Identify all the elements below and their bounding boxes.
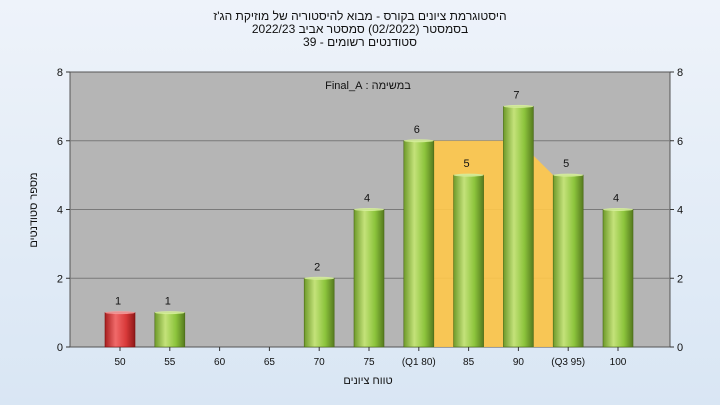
x-tick-label: (Q1 80) xyxy=(402,357,436,368)
y-tick-label-left: 2 xyxy=(57,273,63,285)
bar-top-cap xyxy=(304,276,335,280)
bar xyxy=(403,140,435,348)
bars-layer xyxy=(104,104,634,348)
x-tick-label: 85 xyxy=(463,357,475,368)
y-tick-label-right: 0 xyxy=(677,342,683,354)
x-tick-label: 60 xyxy=(214,357,226,368)
bar-top-cap xyxy=(154,311,185,315)
chart-title: היסטוגרמת ציונים בקורס - מבוא להיסטוריה … xyxy=(213,9,507,23)
bar-top-cap xyxy=(354,208,384,211)
x-axis-label: טווח ציונים xyxy=(343,375,392,387)
bar xyxy=(552,174,584,348)
value-labels-layer: 1 1 2 4 6 5 7 5 4 xyxy=(115,89,619,307)
bar-value-label: 4 xyxy=(364,193,370,205)
bar-value-label: 2 xyxy=(314,261,320,273)
bar-top-cap xyxy=(603,208,633,211)
bar-value-label: 5 xyxy=(464,158,470,170)
y-tick-label-left: 6 xyxy=(57,136,63,148)
bar-top-cap xyxy=(453,173,484,177)
assignment-annotation: במשימה : Final_A xyxy=(325,80,411,92)
bar-value-label: 1 xyxy=(115,296,121,308)
x-tick-label: 55 xyxy=(164,357,176,368)
x-tick-label: 100 xyxy=(610,357,627,368)
bar-top-cap xyxy=(553,173,584,177)
x-tick-label: 75 xyxy=(363,357,375,368)
bar-value-label: 1 xyxy=(165,296,171,308)
y-tick-label-left: 0 xyxy=(57,342,63,354)
ticks-layer: 0 02 24 46 68 850 55 60 65 70 75 (Q1 80) 85 90 (Q3 95)… xyxy=(57,67,683,368)
bar-top-cap xyxy=(403,139,434,143)
bar xyxy=(104,312,136,348)
bar-value-label: 5 xyxy=(563,158,569,170)
chart-enrollment-line: סטודנטים רשומים - 39 xyxy=(303,35,417,49)
y-tick-label-right: 8 xyxy=(677,67,683,79)
bar-value-label: 4 xyxy=(613,193,619,205)
y-axis-label: מספר סטודנטים xyxy=(28,172,40,247)
x-tick-label: 90 xyxy=(513,357,525,368)
y-tick-label-right: 2 xyxy=(677,273,683,285)
x-tick-label: 70 xyxy=(314,357,326,368)
y-tick-label-left: 4 xyxy=(57,205,63,217)
bar-top-cap xyxy=(503,104,534,108)
y-tick-label-right: 4 xyxy=(677,205,683,217)
bar xyxy=(602,209,634,348)
x-tick-label: 65 xyxy=(264,357,276,368)
iqr-band xyxy=(433,140,554,347)
iqr-band-layer xyxy=(433,140,554,347)
bar-value-label: 7 xyxy=(513,89,519,101)
bar xyxy=(303,277,335,348)
y-tick-label-left: 8 xyxy=(57,67,63,79)
x-tick-label: 50 xyxy=(114,357,126,368)
bar xyxy=(353,209,385,348)
x-tick-label: (Q3 95) xyxy=(551,357,585,368)
bar-value-label: 6 xyxy=(414,124,420,136)
bar xyxy=(503,106,534,348)
bar xyxy=(453,174,484,348)
bar-top-cap xyxy=(105,311,135,315)
bar xyxy=(154,312,186,348)
chart-subtitle: בסמסטר (02/2022) סמסטר אביב 2022/23 xyxy=(251,22,469,36)
y-tick-label-right: 6 xyxy=(677,136,683,148)
